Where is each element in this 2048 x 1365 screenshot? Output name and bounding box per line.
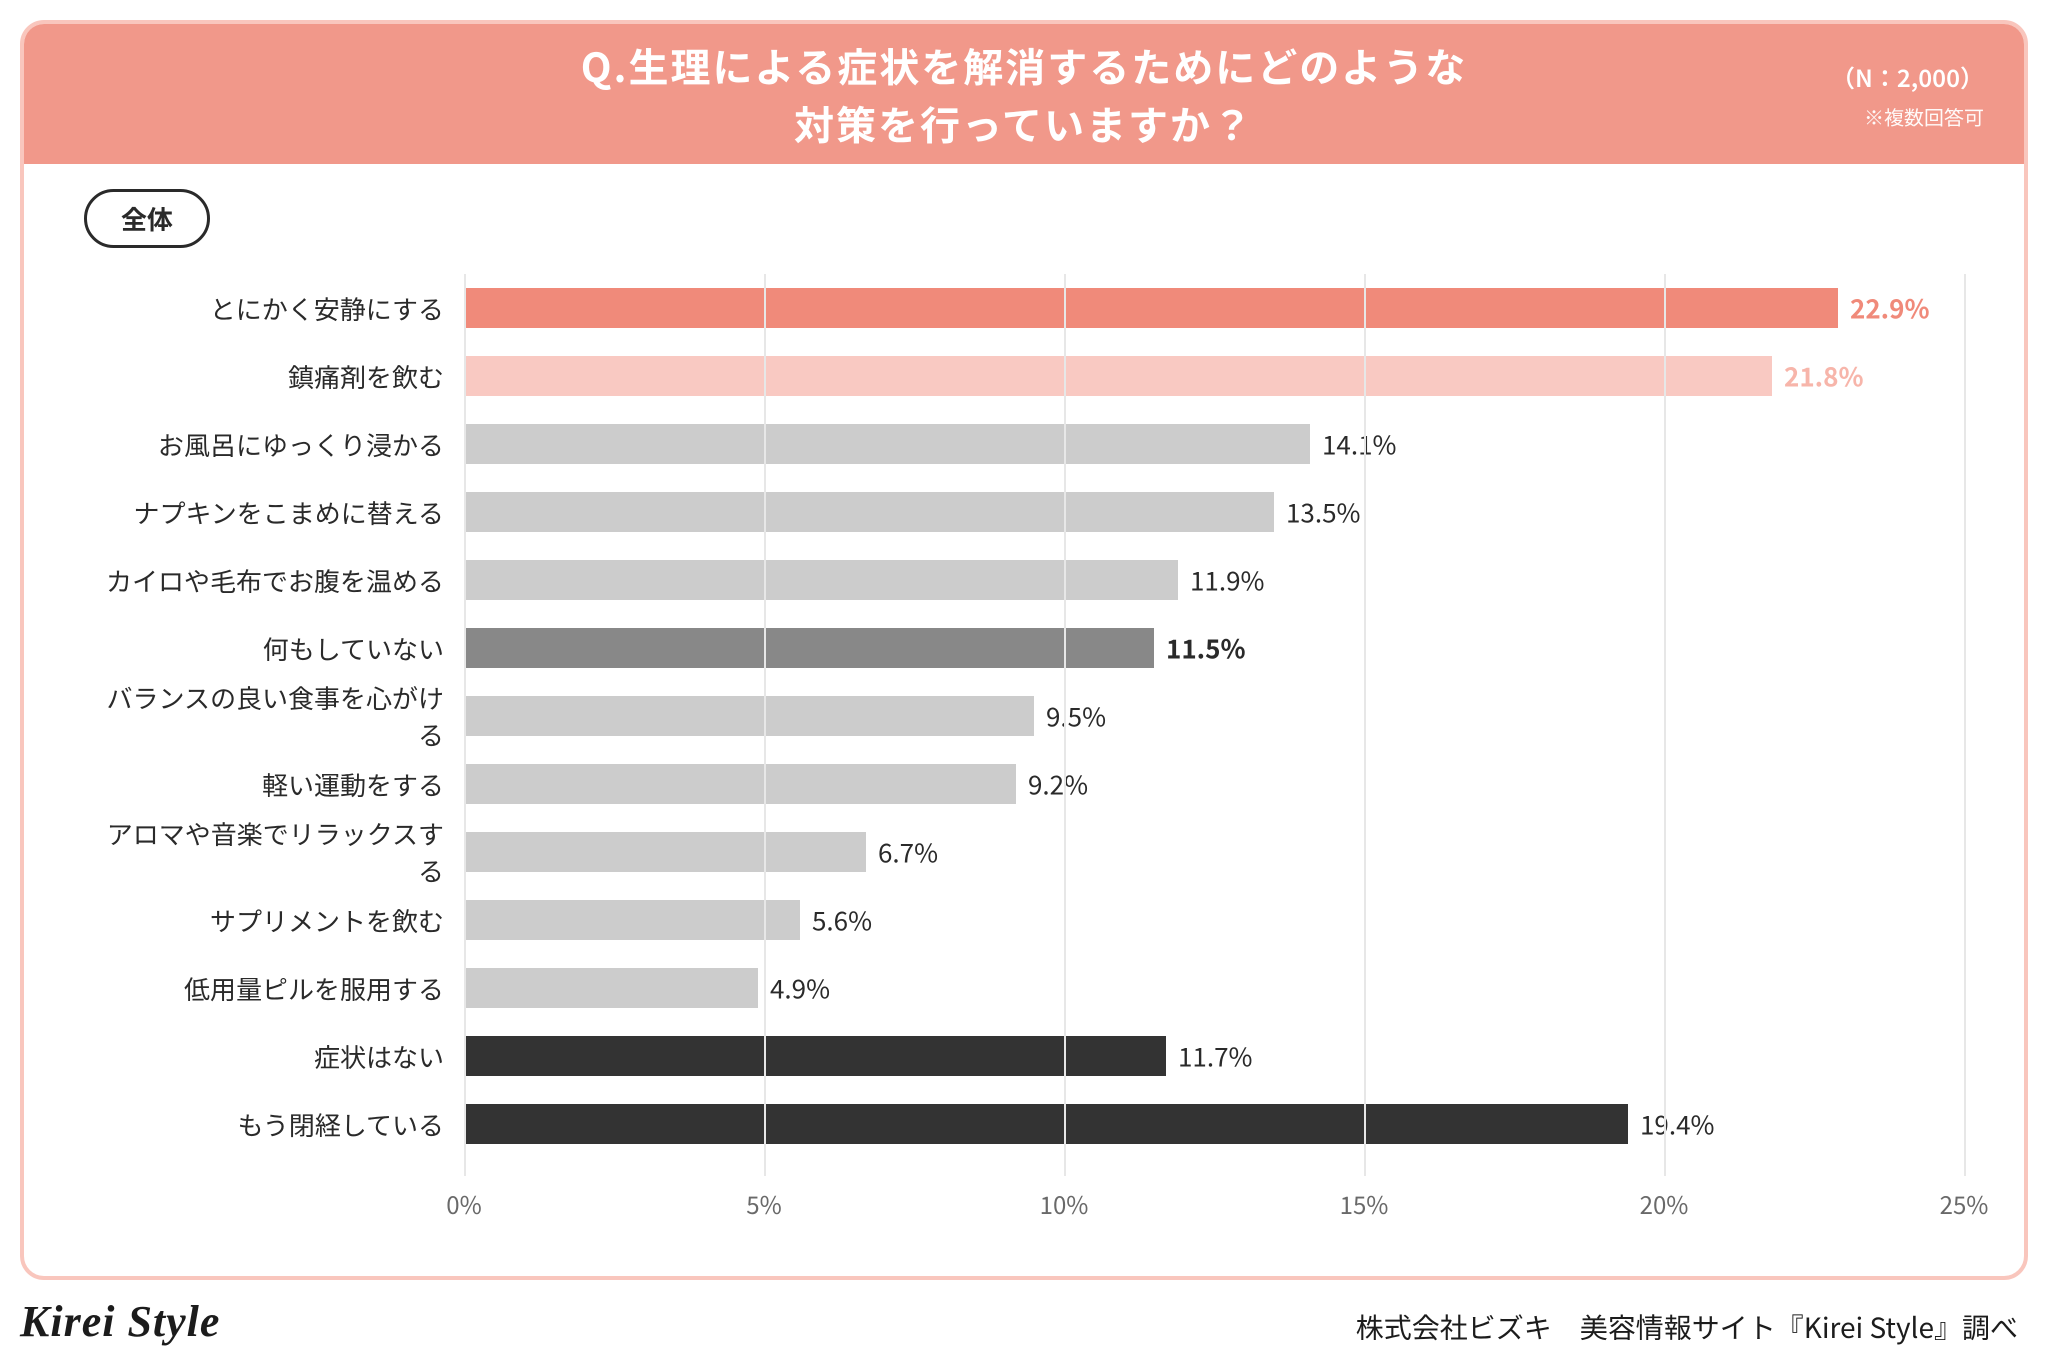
bar-value: 11.9% <box>1178 562 1264 599</box>
bar-value: 22.9% <box>1838 290 1930 327</box>
bar-value: 9.5% <box>1034 698 1106 735</box>
bar <box>464 1104 1628 1144</box>
bar-track: 13.5% <box>464 492 1964 532</box>
bar-label: お風呂にゆっくり浸かる <box>84 426 464 463</box>
plot-area: とにかく安静にする 22.9% 鎮痛剤を飲む 21.8% お風呂にゆっくり浸かる 14.1… <box>84 254 1964 1176</box>
bar-value: 11.7% <box>1166 1038 1252 1075</box>
grid-line <box>464 274 466 1176</box>
footer: Kirei Style 株式会社ビズキ 美容情報サイト『Kirei Style』… <box>20 1296 2018 1347</box>
bar <box>464 492 1274 532</box>
bar-row: 鎮痛剤を飲む 21.8% <box>84 342 1964 410</box>
x-tick-label: 10% <box>1040 1186 1089 1221</box>
bar-label: アロマや音楽でリラックスする <box>84 815 464 889</box>
bar <box>464 764 1016 804</box>
bar <box>464 900 800 940</box>
bars-container: とにかく安静にする 22.9% 鎮痛剤を飲む 21.8% お風呂にゆっくり浸かる 14.1… <box>84 274 1964 1176</box>
sample-size: （N：2,000） <box>1831 59 1984 94</box>
bar-track: 11.7% <box>464 1036 1964 1076</box>
overall-badge: 全体 <box>84 189 210 248</box>
bar-row: アロマや音楽でリラックスする 6.7% <box>84 818 1964 886</box>
bar-row: もう閉経している 19.4% <box>84 1090 1964 1158</box>
bar-track: 19.4% <box>464 1104 1964 1144</box>
bar <box>464 696 1034 736</box>
bar-track: 6.7% <box>464 832 1964 872</box>
bar-track: 5.6% <box>464 900 1964 940</box>
grid-line <box>1064 274 1066 1176</box>
bar-label: 低用量ピルを服用する <box>84 970 464 1007</box>
bar-value: 19.4% <box>1628 1106 1714 1143</box>
multi-answer-note: ※複数回答可 <box>1831 102 1984 131</box>
bar <box>464 1036 1166 1076</box>
bar <box>464 424 1310 464</box>
bar-value: 6.7% <box>866 834 938 871</box>
badge-wrap: 全体 <box>84 189 210 248</box>
chart-title-line1: Q.生理による症状を解消するためにどのような <box>581 36 1468 94</box>
bar-value: 5.6% <box>800 902 872 939</box>
bar-label: もう閉経している <box>84 1106 464 1143</box>
chart-header: Q.生理による症状を解消するためにどのような 対策を行っていますか？ （N：2,… <box>24 24 2024 164</box>
bar-track: 9.5% <box>464 696 1964 736</box>
bar <box>464 832 866 872</box>
bar-value: 13.5% <box>1274 494 1360 531</box>
bar-label: ナプキンをこまめに替える <box>84 494 464 531</box>
bar-row: 何もしていない 11.5% <box>84 614 1964 682</box>
bar-row: ナプキンをこまめに替える 13.5% <box>84 478 1964 546</box>
bar-row: サプリメントを飲む 5.6% <box>84 886 1964 954</box>
bar-value: 9.2% <box>1016 766 1088 803</box>
bar <box>464 968 758 1008</box>
bar-row: 症状はない 11.7% <box>84 1022 1964 1090</box>
bar-track: 9.2% <box>464 764 1964 804</box>
bar-row: 軽い運動をする 9.2% <box>84 750 1964 818</box>
bar-label: とにかく安静にする <box>84 290 464 327</box>
grid-line <box>1964 274 1966 1176</box>
bar-row: カイロや毛布でお腹を温める 11.9% <box>84 546 1964 614</box>
bar-track: 11.9% <box>464 560 1964 600</box>
bar-track: 14.1% <box>464 424 1964 464</box>
x-tick-label: 25% <box>1940 1186 1989 1221</box>
bar-value: 14.1% <box>1310 426 1396 463</box>
bar <box>464 560 1178 600</box>
bar <box>464 356 1772 396</box>
chart-title: Q.生理による症状を解消するためにどのような 対策を行っていますか？ <box>581 36 1468 152</box>
bar-row: お風呂にゆっくり浸かる 14.1% <box>84 410 1964 478</box>
bar-row: とにかく安静にする 22.9% <box>84 274 1964 342</box>
bar <box>464 288 1838 328</box>
grid-line <box>764 274 766 1176</box>
bar-row: バランスの良い食事を心がける 9.5% <box>84 682 1964 750</box>
bar-label: 何もしていない <box>84 630 464 667</box>
x-tick-label: 0% <box>446 1186 481 1221</box>
bar-track: 4.9% <box>464 968 1964 1008</box>
bar-label: バランスの良い食事を心がける <box>84 679 464 753</box>
bar-label: カイロや毛布でお腹を温める <box>84 562 464 599</box>
chart-title-line2: 対策を行っていますか？ <box>794 94 1254 152</box>
bar-value: 11.5% <box>1154 630 1246 667</box>
x-tick-label: 15% <box>1340 1186 1389 1221</box>
bar-track: 21.8% <box>464 356 1964 396</box>
bar-row: 低用量ピルを服用する 4.9% <box>84 954 1964 1022</box>
chart-header-meta: （N：2,000） ※複数回答可 <box>1831 59 1984 131</box>
bar-value: 4.9% <box>758 970 830 1007</box>
bar-track: 11.5% <box>464 628 1964 668</box>
bar-label: 軽い運動をする <box>84 766 464 803</box>
x-tick-label: 20% <box>1640 1186 1689 1221</box>
x-tick-label: 5% <box>746 1186 781 1221</box>
grid-line <box>1364 274 1366 1176</box>
grid-line <box>1664 274 1666 1176</box>
bar-label: サプリメントを飲む <box>84 902 464 939</box>
bar-value: 21.8% <box>1772 358 1864 395</box>
bar-label: 症状はない <box>84 1038 464 1075</box>
bar <box>464 628 1154 668</box>
credit-text: 株式会社ビズキ 美容情報サイト『Kirei Style』調べ <box>1356 1307 2018 1347</box>
chart-card: Q.生理による症状を解消するためにどのような 対策を行っていますか？ （N：2,… <box>20 20 2028 1280</box>
bar-track: 22.9% <box>464 288 1964 328</box>
bar-label: 鎮痛剤を飲む <box>84 358 464 395</box>
chart-area: とにかく安静にする 22.9% 鎮痛剤を飲む 21.8% お風呂にゆっくり浸かる 14.1… <box>84 254 1964 1236</box>
brand-logo: Kirei Style <box>20 1296 220 1347</box>
x-axis: 0%5%10%15%20%25% <box>84 1176 1964 1236</box>
